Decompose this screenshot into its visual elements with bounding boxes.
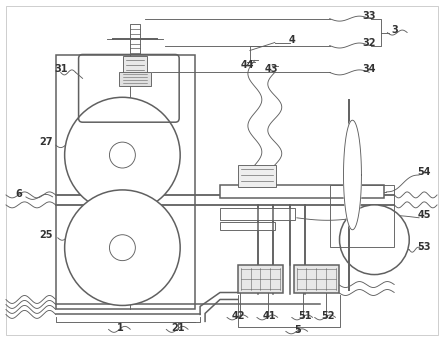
Bar [220, 185, 385, 198]
Bar [238, 165, 276, 187]
Circle shape [340, 205, 409, 275]
Bar [123, 57, 147, 74]
Text: 42: 42 [231, 311, 245, 321]
Polygon shape [344, 120, 361, 230]
Bar [220, 208, 295, 220]
Text: 4: 4 [288, 34, 295, 45]
Text: 41: 41 [263, 311, 277, 321]
Bar [119, 72, 151, 86]
Text: 27: 27 [39, 137, 52, 147]
Text: 43: 43 [265, 64, 278, 74]
Text: 44: 44 [240, 60, 254, 71]
Text: 3: 3 [391, 25, 398, 34]
Text: 34: 34 [363, 64, 376, 74]
Bar [220, 222, 275, 230]
Text: 1: 1 [117, 323, 124, 333]
Circle shape [110, 235, 135, 261]
Text: 45: 45 [417, 210, 431, 220]
Bar [238, 265, 283, 293]
Text: 31: 31 [54, 64, 67, 74]
Circle shape [110, 142, 135, 168]
Text: 52: 52 [321, 311, 334, 321]
Bar [56, 56, 195, 309]
Text: 53: 53 [417, 242, 431, 252]
Text: 51: 51 [298, 311, 311, 321]
Text: 32: 32 [363, 38, 376, 47]
Text: 25: 25 [39, 230, 52, 240]
Text: 54: 54 [417, 167, 431, 177]
Text: 21: 21 [171, 323, 185, 333]
Bar [329, 185, 394, 247]
Text: 33: 33 [363, 11, 376, 20]
Text: 6: 6 [16, 189, 22, 199]
Circle shape [65, 190, 180, 306]
Circle shape [65, 97, 180, 213]
Text: 5: 5 [294, 325, 301, 335]
Bar [294, 265, 338, 293]
